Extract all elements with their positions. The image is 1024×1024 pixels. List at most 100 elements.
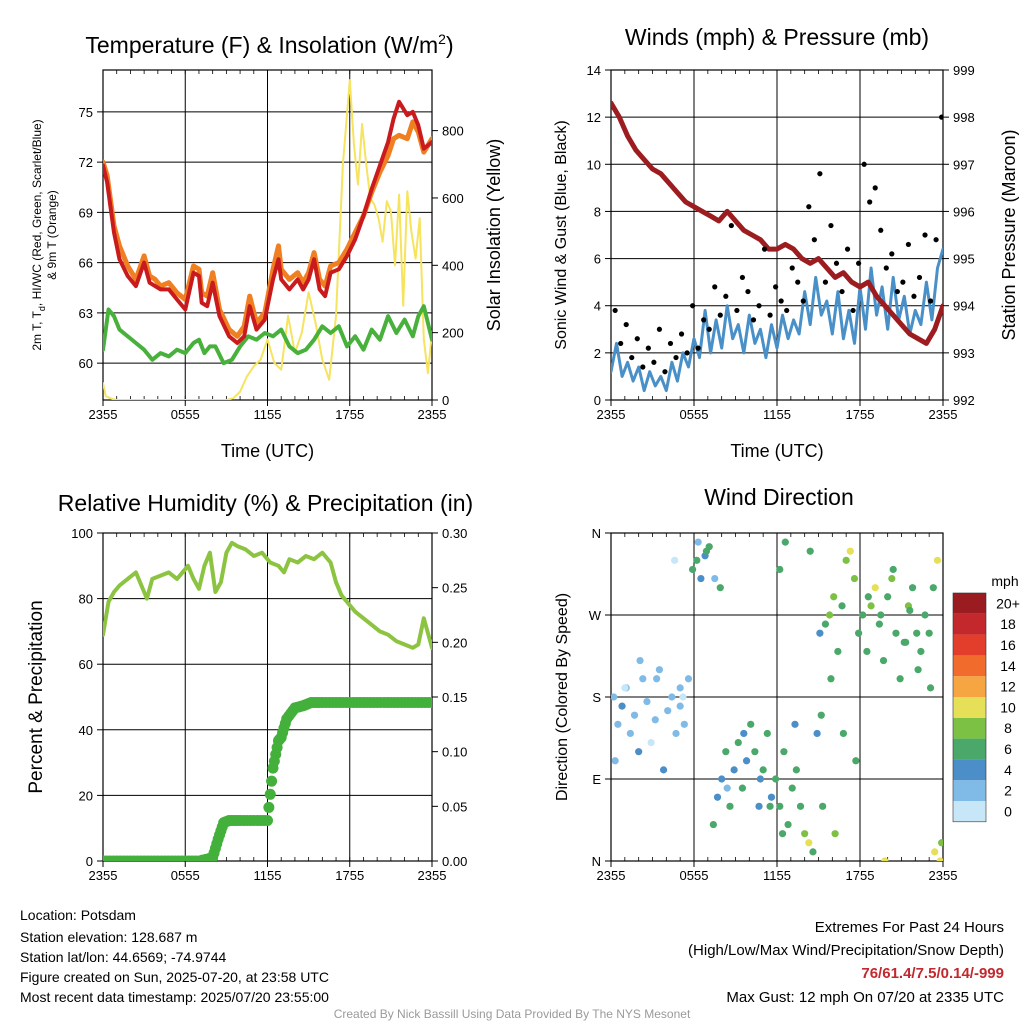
gust-point bbox=[839, 288, 845, 295]
legend-title: mph bbox=[991, 573, 1018, 589]
x-tick-label: 2355 bbox=[597, 407, 626, 422]
direction-point bbox=[926, 684, 935, 692]
x-tick-label: 1755 bbox=[846, 868, 875, 883]
direction-point bbox=[716, 584, 724, 592]
direction-point bbox=[713, 793, 722, 801]
gust-point bbox=[706, 326, 712, 332]
title-sup: 2 bbox=[438, 31, 446, 47]
series-group bbox=[611, 538, 943, 861]
direction-point bbox=[859, 611, 867, 619]
y-tick-label: E bbox=[592, 772, 601, 787]
y-tick-label: N bbox=[592, 854, 601, 869]
direction-point bbox=[875, 620, 883, 628]
extremes-title: Extremes For Past 24 Hours bbox=[814, 919, 1004, 936]
direction-point bbox=[778, 830, 787, 838]
x-tick-label: 1755 bbox=[846, 407, 875, 422]
direction-point bbox=[763, 729, 771, 738]
y-tick-label: W bbox=[589, 608, 602, 623]
legend-label: 10 bbox=[1000, 699, 1016, 715]
gust-point bbox=[850, 307, 856, 314]
series-group bbox=[611, 100, 943, 393]
gust-point bbox=[900, 279, 906, 285]
y2-tick-label: 998 bbox=[953, 110, 975, 125]
direction-point bbox=[742, 757, 751, 765]
y-tick-label: 4 bbox=[594, 299, 601, 314]
legend-label: 2 bbox=[1004, 783, 1012, 799]
gust-point bbox=[828, 222, 834, 229]
gust-point bbox=[856, 260, 862, 266]
y-tick-label: 66 bbox=[79, 256, 93, 271]
y-tick-label: 80 bbox=[79, 592, 93, 607]
direction-point bbox=[817, 711, 825, 719]
direction-point bbox=[639, 675, 647, 683]
gust-point bbox=[872, 185, 878, 191]
gust-point bbox=[723, 293, 729, 299]
gust-point bbox=[878, 227, 884, 233]
y-tick-label: 20 bbox=[79, 788, 93, 803]
direction-point bbox=[855, 629, 863, 637]
y-tick-label: 63 bbox=[79, 306, 93, 321]
direction-point bbox=[780, 748, 788, 756]
direction-point bbox=[879, 656, 888, 665]
legend-label: 6 bbox=[1004, 741, 1012, 757]
direction-point bbox=[767, 793, 776, 801]
direction-point bbox=[884, 593, 892, 601]
direction-point bbox=[626, 729, 634, 738]
gust-point bbox=[618, 340, 624, 347]
info-recent: Most recent data timestamp: 2025/07/20 2… bbox=[20, 989, 329, 1005]
gust-point bbox=[767, 312, 773, 318]
legend-swatch bbox=[953, 759, 986, 781]
gust-point bbox=[784, 307, 790, 314]
series-solar-line bbox=[103, 79, 432, 400]
direction-point bbox=[723, 784, 731, 792]
y-tick-label: S bbox=[592, 690, 601, 705]
direction-point bbox=[630, 711, 639, 719]
legend-label: 4 bbox=[1004, 762, 1012, 778]
series-pressure-line bbox=[611, 100, 943, 346]
direction-point bbox=[827, 675, 835, 683]
direction-point bbox=[689, 565, 697, 574]
gust-point bbox=[867, 199, 873, 205]
gust-point bbox=[817, 171, 823, 177]
direction-point bbox=[867, 602, 875, 610]
info-elevation: Station elevation: 128.687 m bbox=[20, 929, 198, 945]
y-tick-label: 75 bbox=[79, 105, 93, 120]
direction-point bbox=[834, 647, 842, 656]
gust-point bbox=[695, 345, 701, 351]
direction-point bbox=[830, 593, 838, 601]
direction-point bbox=[655, 666, 664, 674]
y2-axis-label: Solar Insolation (Yellow) bbox=[484, 139, 504, 331]
direction-point bbox=[772, 775, 780, 783]
extremes-values: 76/61.4/7.5/0.14/-999 bbox=[861, 965, 1004, 982]
gust-point bbox=[806, 204, 812, 210]
gust-point bbox=[640, 364, 646, 370]
direction-point bbox=[671, 556, 679, 564]
direction-point bbox=[694, 538, 702, 546]
direction-point bbox=[796, 802, 805, 810]
direction-point bbox=[680, 720, 688, 728]
gust-point bbox=[883, 265, 889, 271]
chart-title: Winds (mph) & Pressure (mb) bbox=[625, 24, 929, 50]
direction-point bbox=[906, 606, 914, 615]
gust-point bbox=[745, 288, 751, 295]
direction-point bbox=[838, 602, 846, 610]
gust-point bbox=[905, 241, 912, 248]
direction-point bbox=[653, 675, 661, 683]
x-axis-label: Time (UTC) bbox=[730, 441, 823, 461]
direction-point bbox=[825, 611, 834, 619]
gust-point bbox=[778, 298, 784, 304]
gust-point bbox=[933, 237, 939, 243]
legend-swatch bbox=[953, 717, 986, 739]
gust-point bbox=[822, 279, 829, 285]
x-tick-label: 2355 bbox=[418, 407, 447, 422]
legend-swatch bbox=[953, 634, 986, 656]
x-tick-label: 1155 bbox=[254, 868, 282, 883]
y2-tick-label: 0.00 bbox=[442, 854, 467, 869]
direction-point bbox=[877, 611, 885, 619]
direction-point bbox=[611, 757, 619, 765]
y-tick-label: 100 bbox=[71, 526, 93, 541]
gust-point bbox=[844, 246, 851, 252]
y2-tick-label: 600 bbox=[442, 191, 464, 206]
y-axis-label: Percent & Precipitation bbox=[26, 600, 47, 793]
